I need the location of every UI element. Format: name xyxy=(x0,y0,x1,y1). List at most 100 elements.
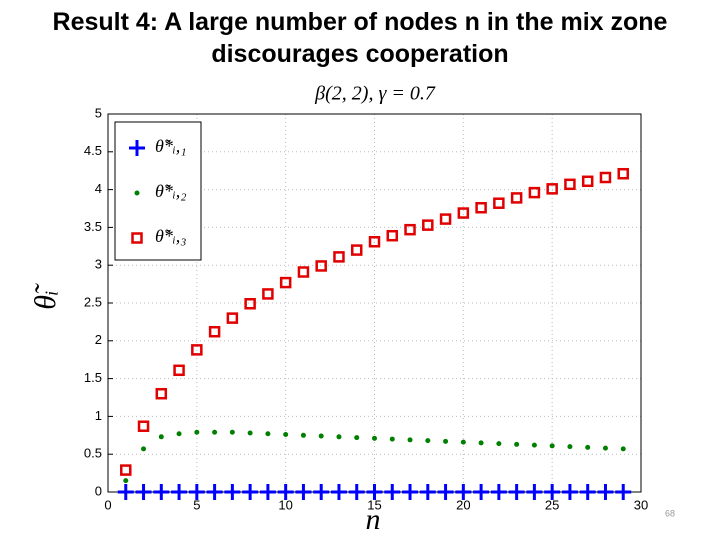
dot-marker xyxy=(265,431,271,437)
x-tick-label: 0 xyxy=(104,497,111,512)
square-marker xyxy=(208,325,221,338)
plus-marker xyxy=(277,484,294,500)
square-marker xyxy=(599,171,612,184)
dot-marker xyxy=(247,430,253,436)
plus-marker xyxy=(508,484,525,500)
dot-marker xyxy=(531,442,537,448)
y-tick-label: 1.5 xyxy=(84,370,102,385)
x-axis-label: n xyxy=(366,503,381,536)
square-marker xyxy=(173,364,185,377)
plus-marker xyxy=(117,484,134,500)
dot-marker xyxy=(212,429,218,435)
y-tick-label: 1 xyxy=(95,408,102,423)
x-tick-label: 25 xyxy=(545,497,559,512)
plus-marker xyxy=(615,484,632,500)
dot-marker xyxy=(549,443,555,449)
plus-marker xyxy=(544,484,561,500)
square-marker xyxy=(475,201,487,214)
x-tick-label: 20 xyxy=(456,497,470,512)
square-marker xyxy=(368,236,381,248)
square-marker xyxy=(333,251,345,263)
square-marker xyxy=(422,219,434,231)
legend-label: θ̃*ᵢ,₃ xyxy=(155,226,186,246)
plus-marker xyxy=(206,484,223,500)
square-marker xyxy=(137,420,150,432)
plus-marker xyxy=(490,484,507,500)
dot-marker xyxy=(620,446,626,452)
dot-marker xyxy=(407,437,413,443)
plus-marker xyxy=(384,484,401,500)
dot-marker xyxy=(496,441,502,447)
square-marker xyxy=(404,223,416,236)
dot-marker xyxy=(372,435,377,441)
dot-marker xyxy=(176,431,182,437)
dot-marker xyxy=(141,446,147,452)
y-tick-label: 4 xyxy=(95,181,102,196)
chart-title: β(2, 2), γ = 0.7 xyxy=(314,83,436,105)
square-marker xyxy=(120,464,132,476)
y-tick-label: 2 xyxy=(95,332,102,347)
y-tick-label: 3 xyxy=(95,257,102,272)
dot-marker xyxy=(460,439,466,445)
y-tick-label: 0 xyxy=(95,483,102,498)
square-marker xyxy=(131,232,143,244)
legend-box xyxy=(114,121,202,261)
square-marker xyxy=(350,244,363,256)
square-marker xyxy=(386,229,399,242)
y-tick-label: 3.5 xyxy=(84,219,102,234)
square-marker xyxy=(244,298,256,310)
plus-marker xyxy=(473,484,490,500)
y-tick-label: 0.5 xyxy=(84,446,102,461)
dot-marker xyxy=(567,444,573,450)
square-marker xyxy=(155,387,168,400)
square-marker xyxy=(457,207,470,219)
plus-marker xyxy=(242,484,259,500)
plus-marker xyxy=(437,484,454,500)
plus-marker xyxy=(171,484,188,500)
plus-marker xyxy=(188,484,205,500)
dot-marker xyxy=(158,434,164,440)
plus-marker xyxy=(330,484,347,500)
square-marker xyxy=(493,197,505,209)
dot-marker xyxy=(229,429,235,435)
dot-marker xyxy=(354,435,360,441)
square-marker xyxy=(546,183,558,195)
plus-marker xyxy=(455,484,472,500)
plus-marker xyxy=(366,484,383,500)
x-tick-label: 15 xyxy=(367,497,381,512)
square-marker xyxy=(297,266,310,278)
square-marker xyxy=(439,213,452,225)
x-tick-label: 5 xyxy=(193,497,200,512)
dot-marker xyxy=(194,429,200,435)
square-marker xyxy=(191,344,203,356)
slide-title: Result 4: A large number of nodes n in t… xyxy=(52,8,668,68)
legend-label: θ̃*ᵢ,₁ xyxy=(155,136,186,156)
square-marker xyxy=(315,260,327,272)
plus-marker xyxy=(561,484,578,500)
plus-marker xyxy=(153,484,170,500)
plus-marker xyxy=(259,484,276,500)
dot-marker xyxy=(602,445,608,451)
dot-marker xyxy=(336,434,342,440)
plus-marker xyxy=(295,484,312,500)
plus-marker xyxy=(419,484,436,500)
x-tick-label: 30 xyxy=(634,497,648,512)
legend-label: θ̃*ᵢ,₂ xyxy=(155,181,186,201)
dot-marker xyxy=(514,441,520,447)
plus-marker xyxy=(224,484,241,500)
square-marker xyxy=(226,312,239,324)
square-marker xyxy=(617,167,629,180)
square-marker xyxy=(510,192,523,204)
square-marker xyxy=(279,276,292,289)
y-axis-label: θ̃ᵢ xyxy=(29,283,62,310)
square-marker xyxy=(528,186,541,199)
square-marker xyxy=(564,178,576,191)
square-marker xyxy=(581,175,594,188)
plus-marker xyxy=(129,140,145,156)
dot-marker xyxy=(389,436,395,442)
plus-marker xyxy=(402,484,419,500)
y-tick-label: 4.5 xyxy=(84,143,102,158)
dot-marker xyxy=(585,444,591,450)
dot-marker xyxy=(134,190,140,196)
